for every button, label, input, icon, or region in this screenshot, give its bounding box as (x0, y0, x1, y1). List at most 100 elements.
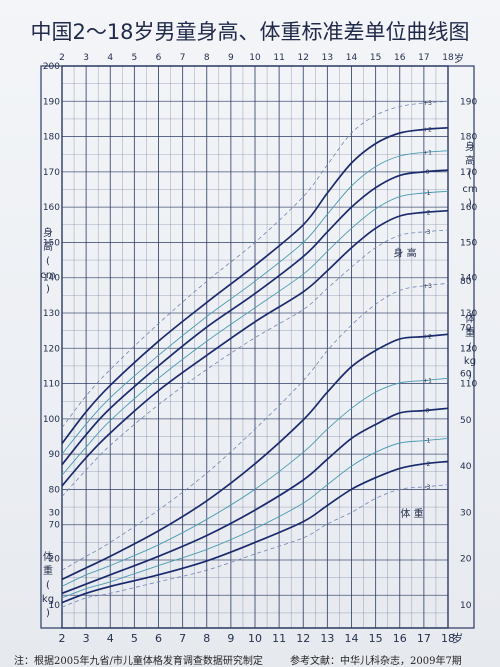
height-axis-label-left: ( (46, 256, 50, 267)
height-tick-left: 170 (43, 168, 60, 178)
x-tick-label-top: 4 (107, 53, 113, 63)
x-tick-label-bottom: 15 (369, 632, 383, 645)
height-curve-sd-minus2 (61, 209, 449, 487)
footer-note: 注：根据2005年九省/市儿童体格发育调查数据研究制定 (14, 656, 263, 667)
height-curve-sd-plus2 (61, 126, 449, 445)
weight-tick-right: 20 (460, 555, 472, 565)
height-axis-label-left: ) (46, 284, 50, 295)
height-axis-label-left: 身 (43, 226, 53, 239)
x-tick-label-top: 9 (228, 53, 234, 63)
weight-sd-label: +3 (423, 283, 432, 290)
x-tick-label-top: 15 (370, 53, 381, 63)
x-tick-label-top: 6 (156, 53, 162, 63)
height-tick-right: 110 (460, 380, 477, 390)
x-tick-label-bottom: 16 (393, 632, 407, 645)
x-tick-label-top: 11 (273, 53, 284, 63)
weight-axis-label-right: ( (468, 342, 472, 353)
x-tick-label-bottom: 17 (417, 632, 431, 645)
height-tick-left: 140 (43, 274, 60, 284)
weight-sd-label: 0 (426, 408, 430, 415)
height-axis-label-right: cm (462, 184, 477, 195)
height-axis-label-left: 高 (43, 240, 53, 253)
height-axis-label-right: ( (468, 170, 472, 181)
x-tick-label-bottom: 7 (179, 632, 186, 645)
height-sd-label: -1 (425, 190, 431, 197)
height-sd-label: -2 (425, 209, 431, 216)
height-tick-left: 110 (43, 380, 60, 390)
chart-frame (40, 65, 475, 629)
height-axis-label-left: cm (40, 270, 55, 281)
x-tick-label-bottom: 18 (441, 632, 455, 645)
height-sd-label: +2 (423, 127, 432, 134)
weight-axis-label-right: 重 (465, 326, 475, 339)
height-curve-sd-0 (61, 169, 449, 466)
height-tick-right: 130 (460, 309, 477, 319)
height-tick-left: 150 (43, 238, 60, 248)
x-tick-label-bottom: 2 (59, 632, 66, 645)
x-tick-label-top: 12 (298, 53, 309, 63)
height-sd-label: +3 (423, 100, 432, 107)
weight-sd-label: +2 (423, 334, 432, 341)
x-tick-label-top: 17 (418, 53, 429, 63)
x-tick-label-bottom: 14 (345, 632, 359, 645)
weight-tick-left: 30 (49, 508, 61, 518)
height-tick-left: 90 (49, 450, 61, 460)
weight-axis-label-left: kg (42, 594, 54, 605)
x-tick-label-bottom: 6 (155, 632, 162, 645)
x-tick-label-bottom: 12 (296, 632, 310, 645)
weight-axis-label-right: ) (468, 370, 472, 381)
x-tick-label-bottom: 11 (272, 632, 286, 645)
height-tick-left: 70 (49, 521, 61, 531)
year-unit-top: 岁 (454, 52, 464, 65)
weight-axis-label-left: ) (46, 608, 50, 619)
height-tick-right: 140 (460, 274, 477, 284)
x-tick-label-top: 18 (442, 53, 454, 63)
weight-tick-right: 30 (460, 508, 472, 518)
x-tick-label-bottom: 10 (248, 632, 262, 645)
weight-tick-right: 50 (460, 416, 472, 426)
weight-tick-left: 10 (49, 601, 61, 611)
height-axis-label-right: 身 (465, 140, 475, 153)
weight-tick-left: 20 (49, 555, 61, 565)
height-tick-left: 80 (49, 485, 61, 495)
x-tick-label-bottom: 8 (203, 632, 210, 645)
height-curve-sd-minus3 (61, 229, 449, 497)
height-axis-label-right: ) (468, 198, 472, 209)
weight-tick-right: 70 (460, 323, 472, 333)
height-tick-left: 120 (43, 344, 60, 354)
x-tick-label-top: 3 (83, 53, 89, 63)
x-tick-label-top: 10 (249, 53, 261, 63)
height-tick-left: 100 (43, 415, 60, 425)
height-curve-label: 身 高 (393, 247, 416, 260)
weight-axis-label-left: 体 (43, 551, 53, 563)
weight-axis-label-left: 重 (43, 564, 53, 577)
weight-curve-sd-plus2 (61, 333, 449, 581)
x-tick-label-top: 2 (59, 53, 65, 63)
weight-sd-label: -3 (425, 484, 431, 491)
height-sd-label: +1 (423, 149, 432, 156)
height-tick-right: 160 (460, 203, 477, 213)
weight-axis-label-right: kg (464, 356, 476, 367)
weight-sd-label: +1 (423, 378, 432, 385)
x-tick-label-top: 8 (204, 53, 210, 63)
height-tick-left: 190 (43, 97, 60, 107)
weight-tick-right: 40 (460, 462, 472, 472)
height-tick-left: 130 (43, 309, 60, 319)
x-tick-label-bottom: 13 (320, 632, 334, 645)
x-tick-label-bottom: 5 (131, 632, 138, 645)
x-tick-label-top: 7 (180, 53, 186, 63)
height-axis-label-right: 高 (465, 154, 475, 167)
weight-curve-sd-0 (61, 407, 449, 595)
footer-reference: 参考文献：中华儿科杂志，2009年7期 (290, 656, 462, 667)
weight-curve-sd-minus1 (61, 437, 449, 599)
height-sd-label: 0 (426, 169, 430, 176)
height-curve-sd-plus1 (61, 150, 449, 455)
chart-title: 中国2～18岁男童身高、体重标准差单位曲线图 (30, 20, 470, 44)
x-tick-label-top: 5 (132, 53, 138, 63)
height-tick-right: 150 (460, 238, 477, 248)
height-curve-sd-plus3 (61, 100, 449, 428)
weight-sd-label: -2 (425, 461, 431, 468)
x-tick-label-bottom: 9 (227, 632, 234, 645)
